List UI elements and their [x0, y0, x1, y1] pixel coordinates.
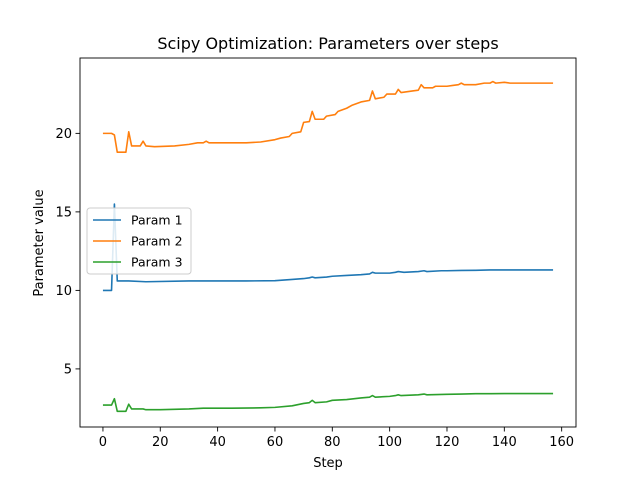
y-tick-label: 20 — [55, 127, 72, 142]
x-tick-label: 40 — [209, 435, 226, 450]
series-line-param-2 — [102, 80, 554, 154]
y-tick-label: 5 — [64, 362, 72, 377]
legend-label-param-3: Param 3 — [131, 255, 183, 270]
series-line-param-1 — [102, 203, 554, 292]
legend-label-param-2: Param 2 — [131, 234, 183, 249]
series-line-param-3 — [102, 392, 554, 413]
x-tick-label: 20 — [152, 435, 169, 450]
y-tick-label: 15 — [55, 205, 72, 220]
y-tick-label: 10 — [55, 284, 72, 299]
legend-box — [86, 207, 192, 275]
x-tick-label: 60 — [267, 435, 284, 450]
chart-title: Scipy Optimization: Parameters over step… — [157, 34, 498, 53]
x-tick-label: 120 — [435, 435, 460, 450]
plot-area: 0 20 40 60 80 100 120 140 160 5 10 15 20 — [55, 57, 577, 450]
plot-frame — [79, 57, 577, 428]
y-axis-label: Parameter value — [32, 189, 47, 296]
legend: Param 1 Param 2 Param 3 — [86, 207, 192, 275]
legend-label-param-1: Param 1 — [131, 213, 183, 228]
x-axis-label: Step — [313, 456, 343, 471]
x-tick-label: 140 — [492, 435, 517, 450]
x-tick-label: 160 — [549, 435, 574, 450]
x-tick-label: 80 — [324, 435, 341, 450]
x-tick-label: 0 — [99, 435, 107, 450]
x-tick-label: 100 — [377, 435, 402, 450]
